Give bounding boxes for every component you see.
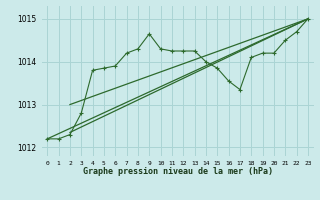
X-axis label: Graphe pression niveau de la mer (hPa): Graphe pression niveau de la mer (hPa) [83, 167, 273, 176]
